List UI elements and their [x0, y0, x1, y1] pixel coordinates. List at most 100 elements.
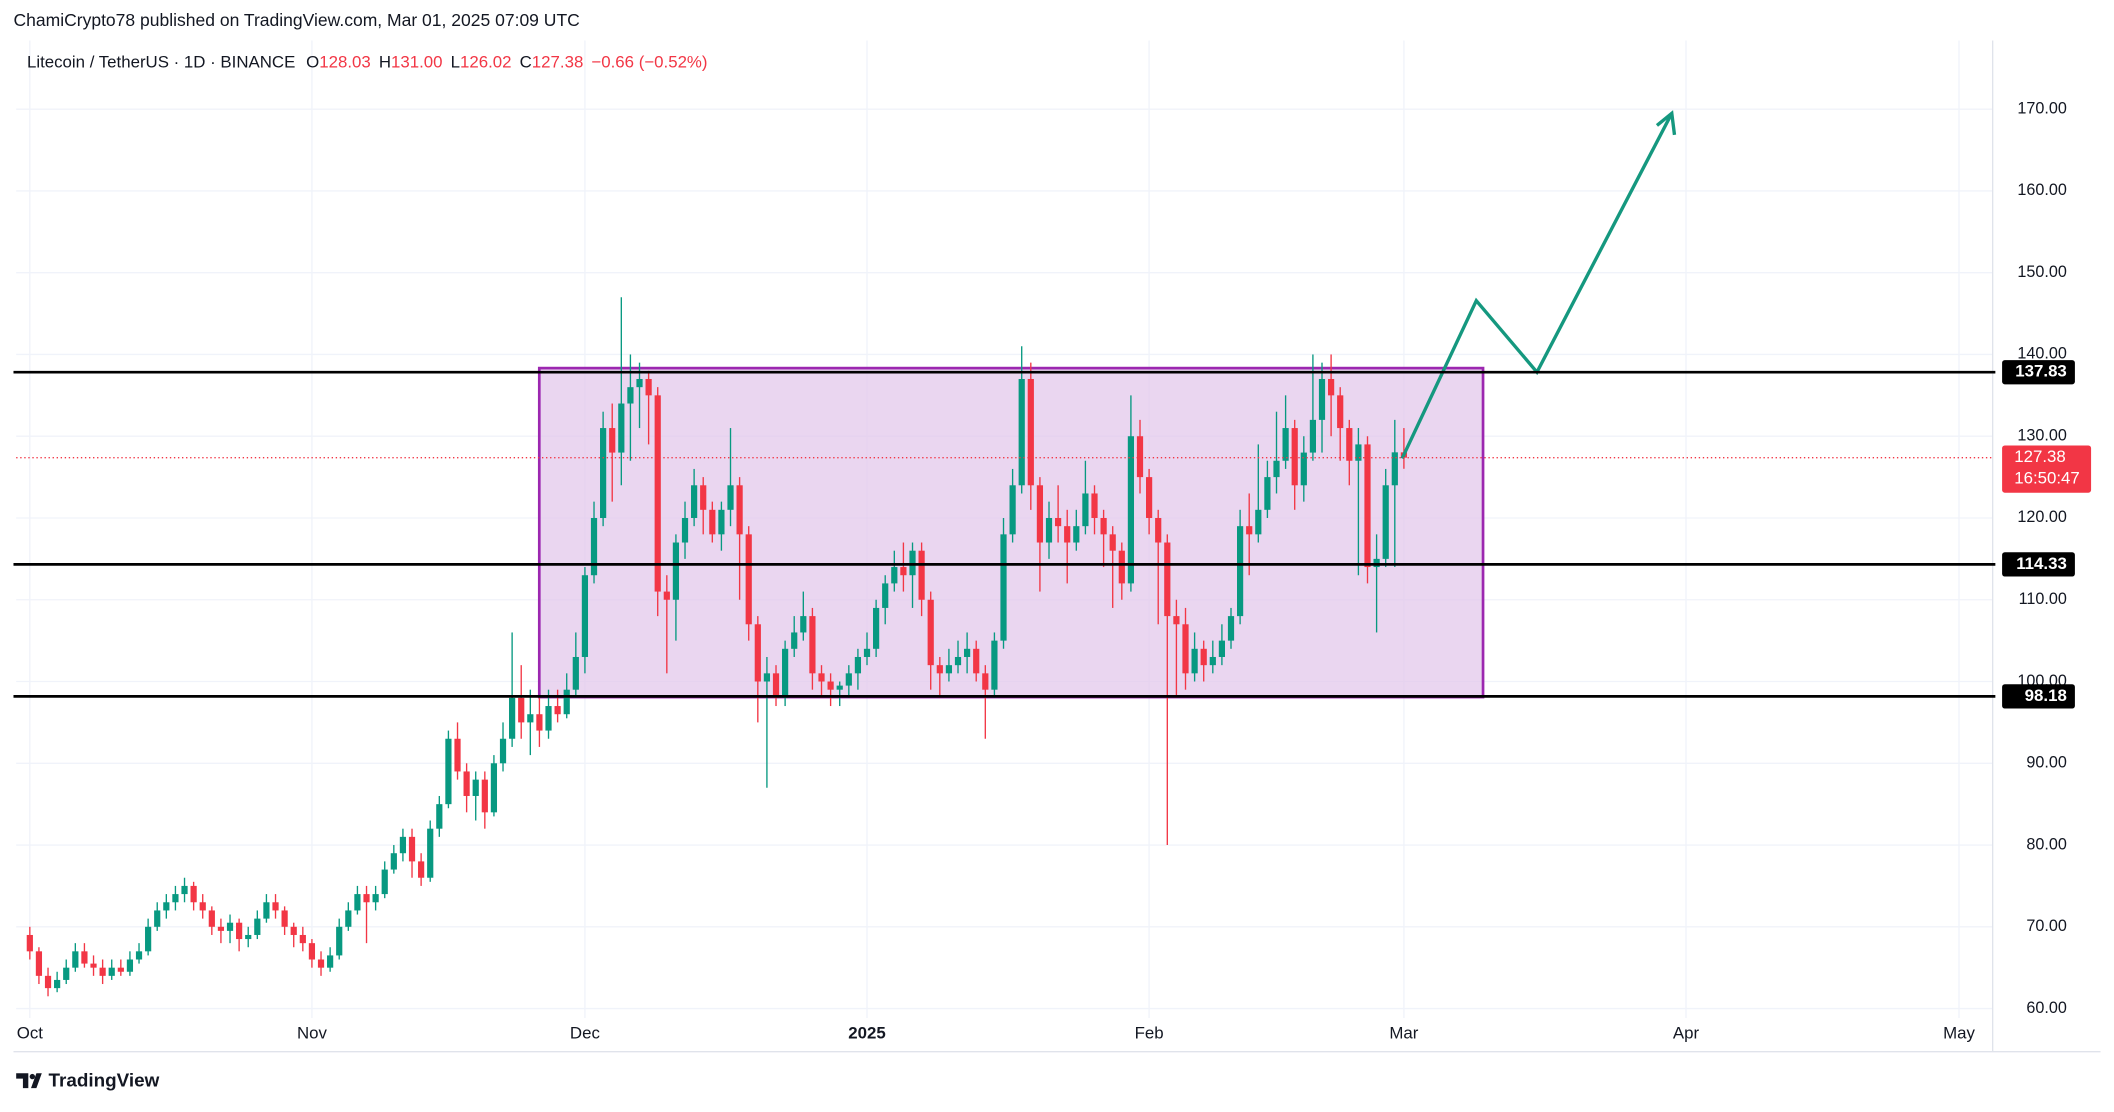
candle-body: [700, 485, 707, 510]
candle-body: [481, 779, 488, 813]
candle-body: [763, 673, 771, 682]
candle-body: [1309, 419, 1317, 453]
candle-body: [536, 714, 543, 731]
candle-body: [1318, 378, 1326, 420]
level-label-bg: [2002, 684, 2075, 709]
candle-body: [354, 894, 361, 911]
candle-body: [1300, 452, 1307, 486]
level-label-bg: [2002, 360, 2075, 385]
candle-body: [436, 804, 443, 829]
candle-body: [181, 885, 188, 895]
candle-body: [408, 836, 416, 862]
price-label-bg: [2002, 445, 2092, 493]
candle-body: [317, 959, 325, 968]
x-tick-label: Oct: [17, 1024, 44, 1043]
attribution: ChamiCrypto78 published on TradingView.c…: [13, 10, 579, 30]
projection-arrow: [1400, 112, 1674, 460]
candle-body: [1264, 477, 1271, 510]
candle-body: [1291, 428, 1298, 486]
candle-body: [1255, 509, 1262, 535]
y-tick-label: 130.00: [2017, 426, 2066, 444]
candle-body: [445, 738, 452, 805]
candle-body: [663, 591, 670, 600]
candle-body: [472, 779, 479, 796]
candle-body: [1055, 517, 1062, 527]
candle-body: [299, 934, 306, 944]
candle-body: [99, 967, 106, 976]
candle-body: [44, 975, 52, 989]
candle-body: [463, 771, 470, 796]
candle-body: [263, 902, 270, 919]
legend-value: 128.03: [319, 53, 371, 72]
candle-body: [1000, 534, 1007, 641]
candle-body: [190, 885, 197, 903]
candle-body: [290, 926, 297, 935]
candle-body: [709, 509, 716, 535]
candle-body: [226, 922, 234, 931]
legend-key: H: [379, 53, 391, 72]
candle-body: [272, 902, 279, 911]
candle-body: [327, 955, 334, 968]
candle-body: [836, 685, 843, 690]
candle-body: [418, 861, 425, 878]
candle-body: [645, 378, 652, 396]
candle-body: [782, 648, 789, 698]
candle-body: [900, 567, 907, 576]
candle-body: [609, 428, 616, 453]
candle-body: [217, 926, 225, 931]
level-label: 114.33: [2016, 554, 2067, 573]
candle-body: [1237, 526, 1244, 617]
candle-body: [399, 836, 407, 854]
candle-body: [809, 616, 816, 674]
candle-body: [1364, 444, 1371, 568]
y-tick-label: 60.00: [2026, 999, 2066, 1017]
candle-body: [63, 967, 70, 980]
candle-body: [1082, 493, 1089, 527]
y-tick-label: 140.00: [2017, 345, 2066, 363]
candle-body: [35, 951, 43, 976]
legend-value: 131.00: [391, 53, 443, 72]
legend-key: O: [306, 53, 319, 72]
candle-body: [281, 910, 288, 927]
candle-body: [363, 894, 370, 903]
candle-body: [81, 951, 88, 964]
candle-body: [964, 648, 971, 657]
candle-body: [581, 575, 589, 657]
candle-body: [1200, 648, 1207, 666]
candle-body: [572, 656, 579, 690]
candle-body: [745, 534, 752, 625]
candle-body: [882, 583, 889, 608]
candle-body: [381, 869, 388, 895]
x-tick-label: Dec: [570, 1024, 600, 1043]
x-tick-label: Mar: [1389, 1024, 1418, 1043]
candle-body: [245, 934, 252, 940]
candle-body: [1246, 526, 1253, 535]
y-tick-label: 120.00: [2017, 508, 2066, 526]
price-label: 127.38: [2014, 447, 2066, 466]
candle-body: [254, 918, 261, 935]
candle-body: [345, 910, 352, 927]
candle-body: [854, 656, 862, 674]
candle-body: [982, 673, 989, 690]
candle-body: [126, 959, 134, 972]
candle-body: [627, 387, 634, 404]
candle-body: [654, 395, 661, 592]
candle-body: [554, 706, 561, 715]
candle-body: [927, 599, 934, 666]
legend-change: −0.66 (−0.52%): [591, 53, 707, 72]
candle-body: [454, 738, 461, 772]
candle-body: [1337, 395, 1344, 429]
candle-body: [718, 509, 725, 535]
x-tick-label: Nov: [297, 1024, 328, 1043]
candle-body: [772, 673, 780, 698]
candle-body: [1328, 378, 1335, 396]
level-label: 98.18: [2025, 686, 2067, 705]
candle-body: [172, 894, 179, 903]
y-tick-label: 160.00: [2017, 181, 2066, 199]
candle-body: [1227, 616, 1235, 641]
candle-body: [636, 378, 643, 388]
candle-body: [590, 517, 598, 576]
candle-body: [490, 763, 498, 813]
arrow-head: [1655, 110, 1677, 136]
